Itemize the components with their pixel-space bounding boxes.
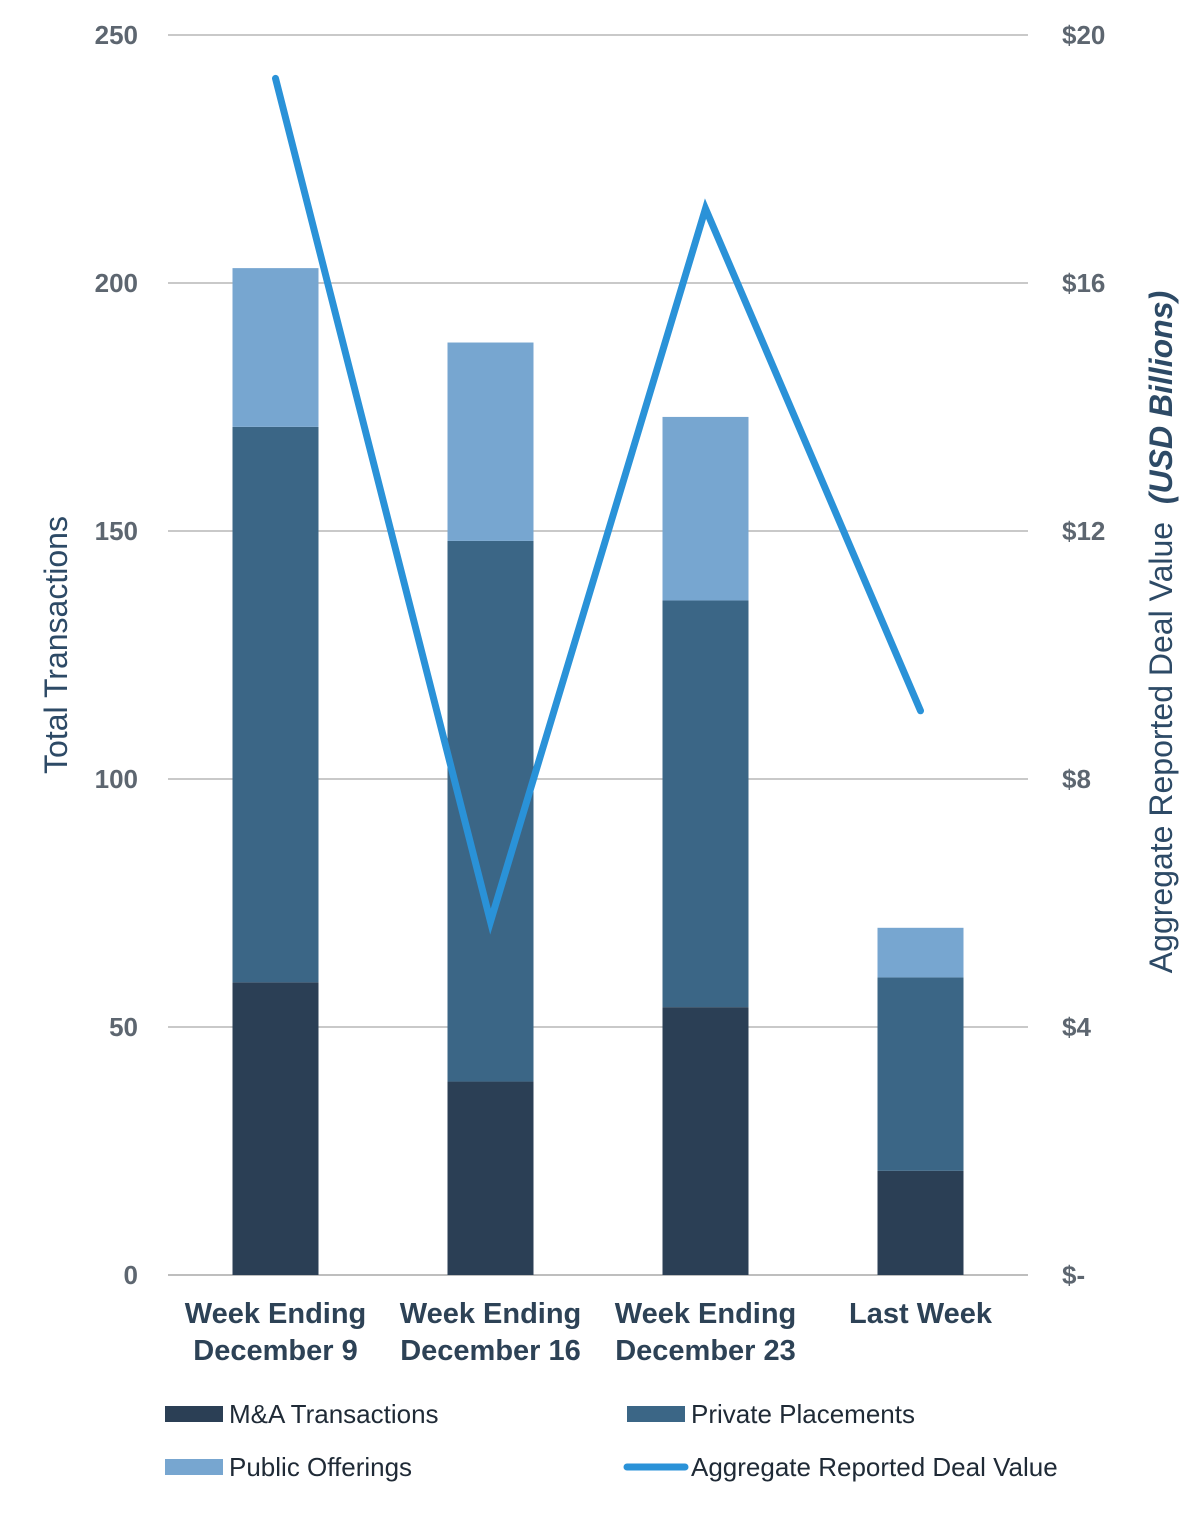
deal-value-line [275, 78, 920, 921]
x-category-label-line: Week Ending [185, 1298, 367, 1330]
bar-segment [663, 417, 749, 601]
x-category-label: Week Ending December 16 [400, 1298, 582, 1367]
y-tick-label-right: $4 [1062, 1012, 1091, 1042]
y-axis-title-right-unit: (USD Billions) [1143, 291, 1179, 504]
bar-segment [233, 982, 319, 1275]
bar-segment [878, 977, 964, 1170]
x-category-label: Last Week [849, 1298, 993, 1330]
legend-swatch [627, 1406, 685, 1422]
y-tick-label-right: $- [1062, 1260, 1085, 1290]
legend-label: Private Placements [691, 1399, 915, 1429]
x-category-label: Week Ending December 9 [185, 1298, 367, 1367]
x-category-label: Week Ending December 23 [615, 1298, 797, 1367]
y-tick-label-right: $8 [1062, 764, 1091, 794]
bar-segment [878, 928, 964, 978]
x-category-label-line: Week Ending [400, 1298, 582, 1330]
y-tick-label-right: $20 [1062, 20, 1105, 50]
bar-segment [663, 600, 749, 1007]
y-tick-label-left: 100 [95, 764, 138, 794]
y-axis-title-right-main: Aggregate Reported Deal Value [1143, 504, 1179, 973]
bar-segment [448, 1082, 534, 1275]
legend-swatch [165, 1459, 223, 1475]
x-category-label-line: December 23 [615, 1335, 796, 1367]
stacked-bars [233, 268, 964, 1275]
bar-segment [233, 427, 319, 983]
y-tick-label-left: 150 [95, 516, 138, 546]
axes: 0 50 100 150 200 250 $- $4 $8 $12 $16 $20 Week Endin… [38, 20, 1179, 1367]
legend: M&A Transactions Private Placements Public… [165, 1399, 1058, 1482]
legend-label: M&A Transactions [229, 1399, 439, 1429]
bar-segment [663, 1007, 749, 1275]
y-tick-label-left: 50 [109, 1012, 138, 1042]
bar-segment [233, 268, 319, 427]
deal-value-series-line [276, 78, 921, 921]
y-tick-label-right: $16 [1062, 268, 1105, 298]
x-category-label-line: Week Ending [615, 1298, 797, 1330]
y-tick-label-left: 250 [95, 20, 138, 50]
legend-swatch [165, 1406, 223, 1422]
y-tick-label-left: 200 [95, 268, 138, 298]
y-tick-label-right: $12 [1062, 516, 1105, 546]
bar-segment [448, 343, 534, 541]
x-category-label-line: December 9 [193, 1335, 357, 1367]
legend-label: Aggregate Reported Deal Value [691, 1452, 1058, 1482]
legend-label: Public Offerings [229, 1452, 412, 1482]
y-axis-title-left: Total Transactions [38, 516, 74, 774]
bar-segment [878, 1171, 964, 1275]
x-category-label-line: Last Week [849, 1298, 993, 1330]
x-category-label-line: December 16 [400, 1335, 581, 1367]
y-tick-label-left: 0 [124, 1260, 138, 1290]
y-axis-title-right: Aggregate Reported Deal Value (USD Billi… [1143, 291, 1179, 973]
